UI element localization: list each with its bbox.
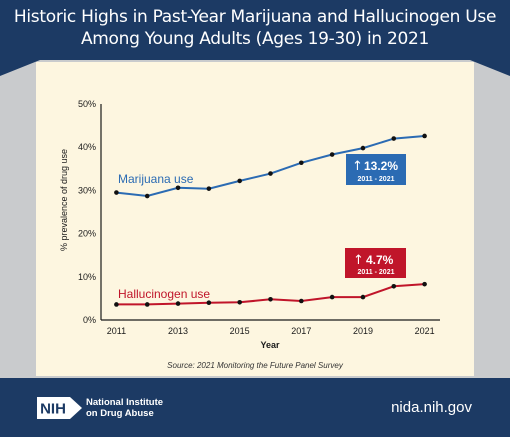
data-point [391,284,397,289]
data-point [144,193,150,199]
hallucinogen-change-arrow: ↑ [353,253,364,268]
institute-line-2: on Drug Abuse [86,408,154,419]
data-point [360,145,366,151]
data-point [329,152,335,157]
hallucinogen-change-badge: ↑ 4.7% 2011 - 2021 [345,248,406,278]
footer-bar [0,378,510,437]
x-tick-label: 2017 [291,326,311,336]
data-point [237,178,242,184]
y-axis-title: % prevalence of drug use [59,149,69,251]
data-point [299,298,304,304]
y-tick-label: 30% [78,185,96,195]
x-tick-label: 2021 [415,326,435,336]
nih-logo: NIH [37,397,82,419]
institute-line-1: National Institute [86,397,164,408]
data-point [114,190,119,195]
data-point [175,185,181,191]
marijuana-series-label: Marijuana use [118,172,194,186]
data-point [391,136,397,141]
x-tick-label: 2015 [230,326,250,336]
hallucinogen-change-range: 2011 - 2021 [358,269,395,276]
marijuana-change-value: 13.2% [364,159,398,173]
header-bar: Historic Highs in Past-Year Marijuana an… [0,0,510,60]
chart-panel [36,62,474,376]
institute-name: National Institute on Drug Abuse [86,397,163,419]
y-tick-label: 10% [78,272,96,282]
data-point [360,294,366,300]
x-tick-label: 2019 [353,326,373,336]
y-tick-label: 20% [78,229,96,239]
data-point [237,299,242,305]
marijuana-change-arrow: ↑ [352,159,363,174]
data-point [206,300,212,306]
header-fold-left [0,60,40,76]
data-point [175,301,181,306]
data-point [268,296,273,302]
x-tick-label: 2011 [107,326,126,336]
title-line-2: Among Young Adults (Ages 19-30) in 2021 [80,29,430,49]
data-point [329,294,335,300]
page-title: Historic Highs in Past-Year Marijuana an… [0,6,510,50]
data-point [114,302,119,307]
y-tick-label: 50% [78,99,96,109]
title-line-1: Historic Highs in Past-Year Marijuana an… [13,7,497,27]
data-point [206,186,212,191]
marijuana-change-badge: ↑ 13.2% 2011 - 2021 [346,154,406,185]
x-tick-label: 2013 [168,326,188,336]
data-point [422,281,427,287]
data-point [299,160,304,166]
header-fold-right [470,60,510,76]
marijuana-change-range: 2011 - 2021 [358,176,395,183]
source-note: Source: 2021 Monitoring the Future Panel… [167,361,344,370]
website-link[interactable]: nida.nih.gov [391,399,472,416]
x-axis-title: Year [260,340,280,350]
hallucinogen-series-label: Hallucinogen use [118,287,210,301]
y-tick-label: 0% [83,315,96,325]
data-point [422,133,427,139]
y-tick-label: 40% [78,142,96,152]
data-point [268,171,273,176]
nih-logo-text: NIH [40,401,66,418]
hallucinogen-change-value: 4.7% [366,253,394,267]
data-point [144,302,150,307]
